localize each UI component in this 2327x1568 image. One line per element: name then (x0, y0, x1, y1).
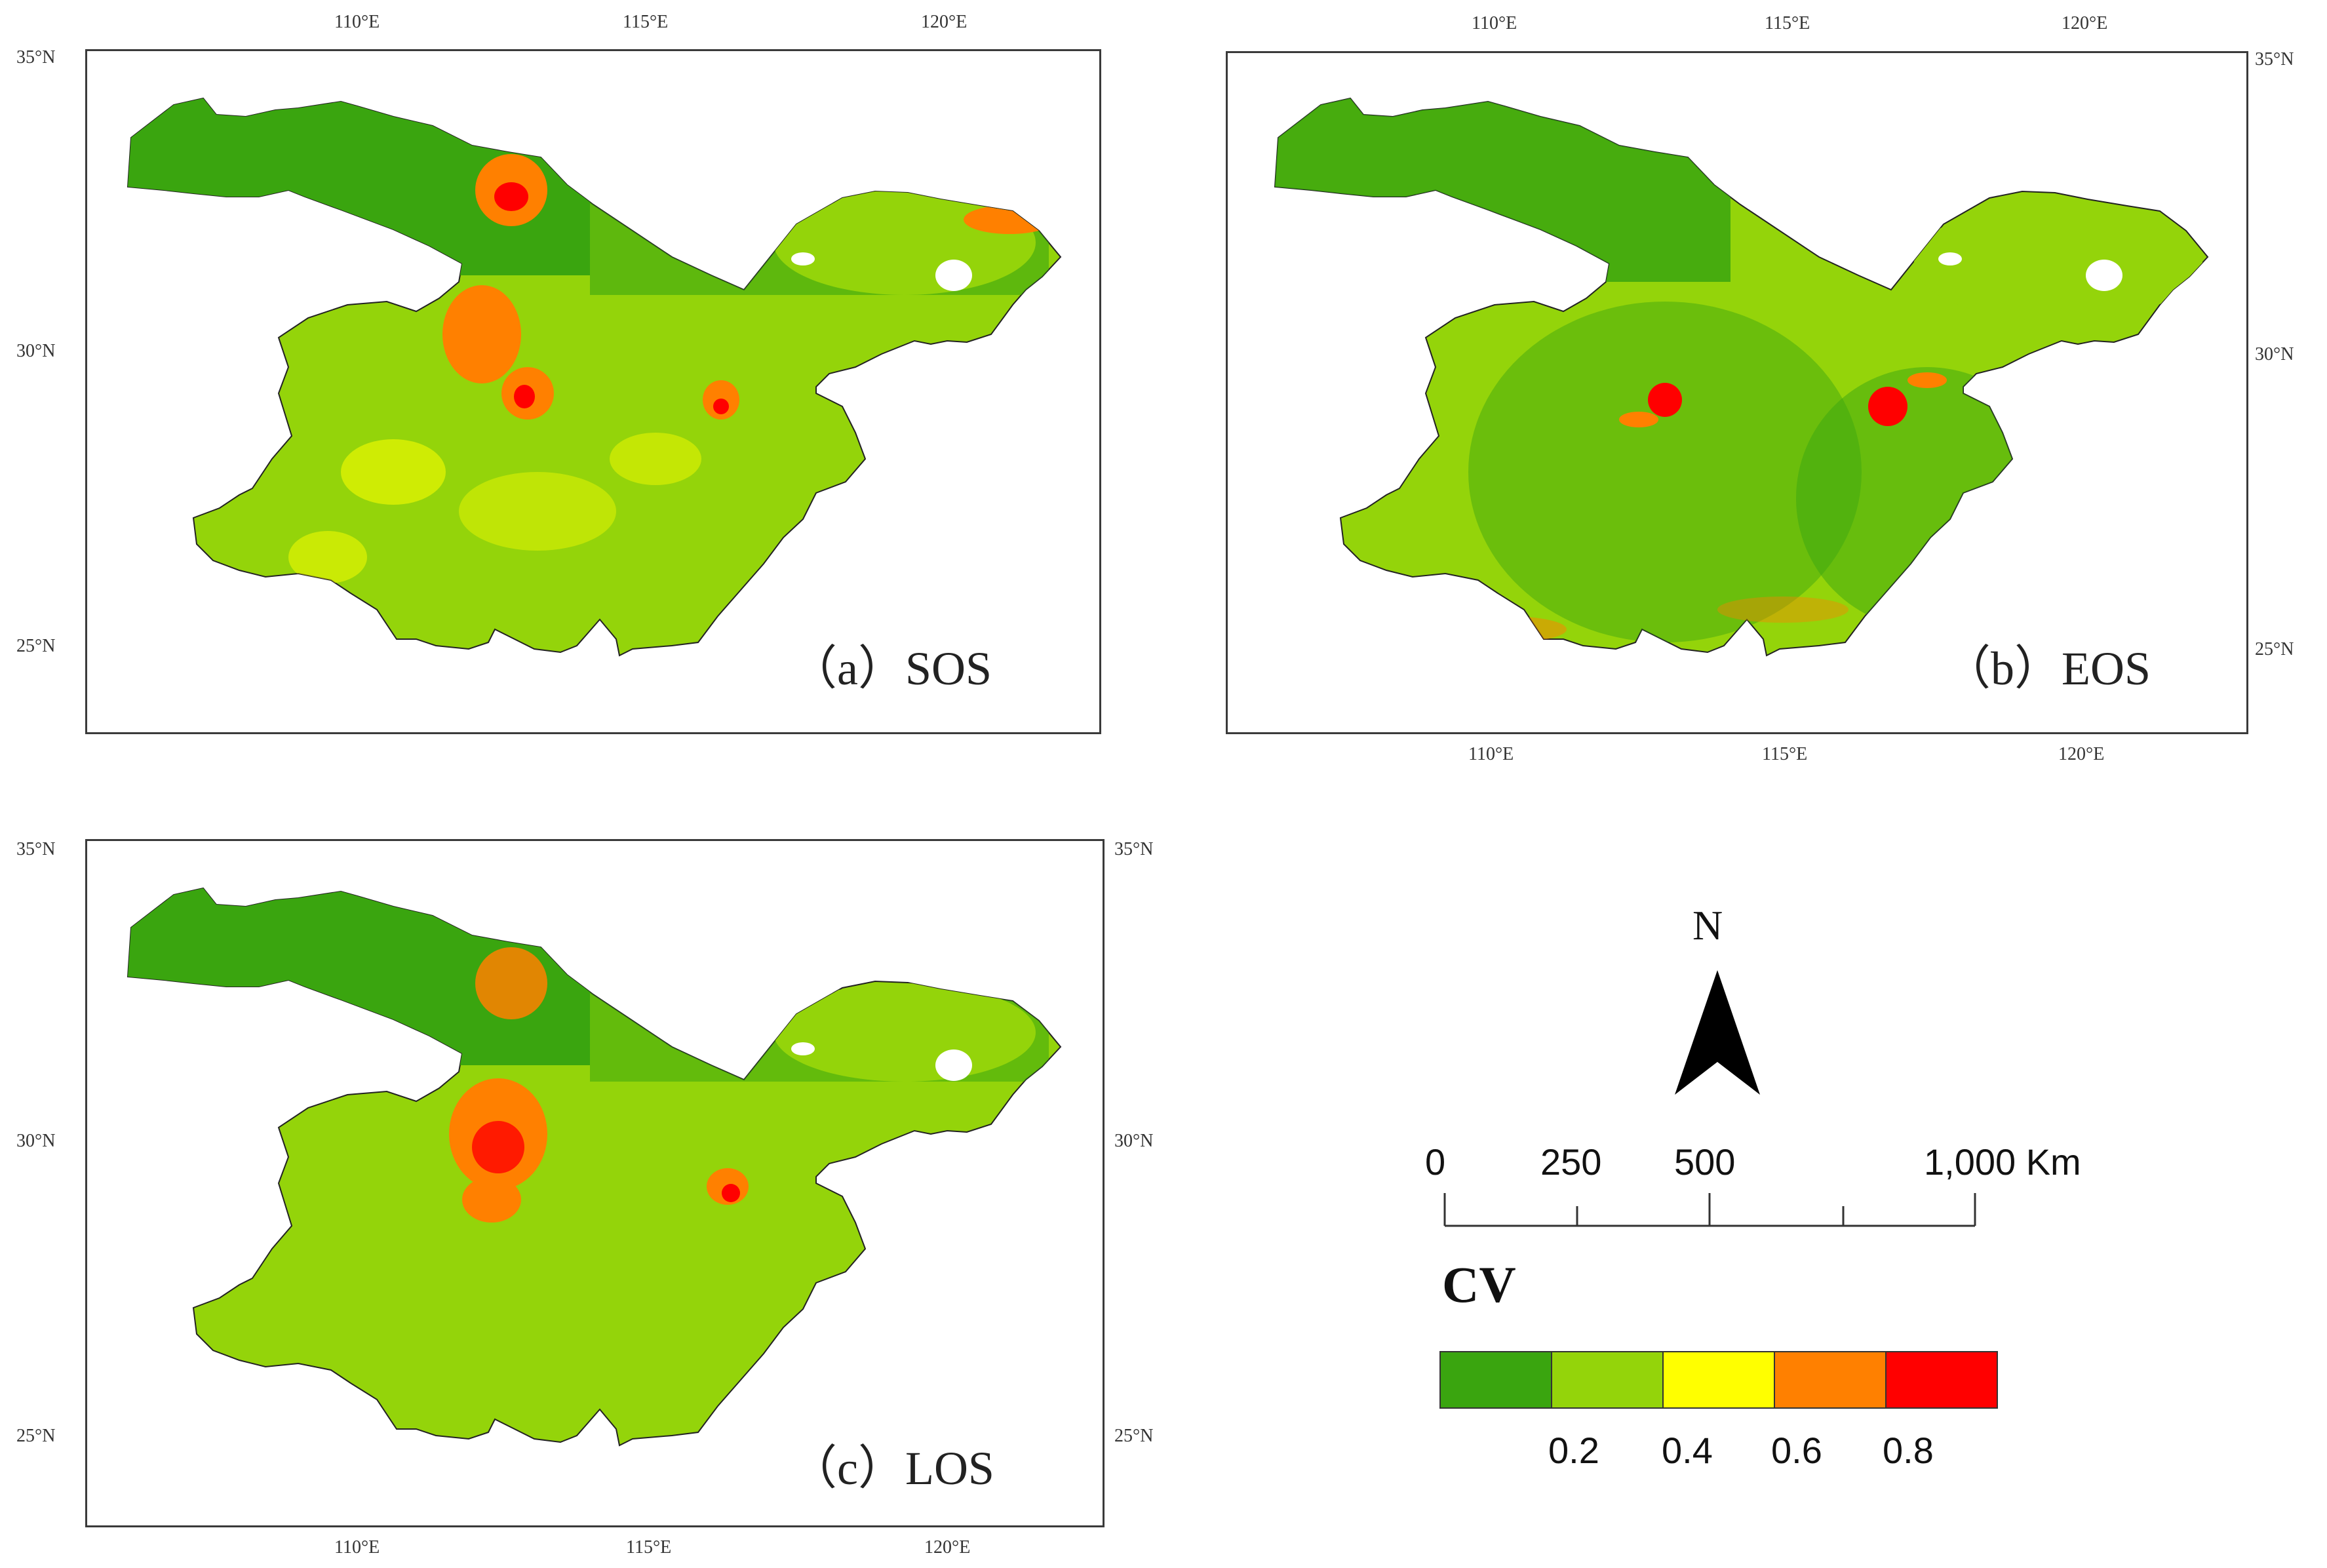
scale-label: 0 (1425, 1141, 1446, 1183)
legend-label: 0.6 (1771, 1430, 1822, 1471)
legend-swatch (1662, 1351, 1775, 1409)
region-map-eos (1274, 98, 2208, 656)
legend-swatch (1439, 1351, 1552, 1409)
scale-label: 250 (1540, 1141, 1602, 1183)
bottom-lon-tick: 120°E (2058, 744, 2105, 764)
right-lat-tick: 25°N (1114, 1426, 1154, 1446)
bottom-lon-tick: 120°E (924, 1537, 971, 1558)
scale-label: 500 (1674, 1141, 1736, 1183)
bottom-lon-tick: 110°E (1468, 744, 1514, 764)
top-lon-tick: 110°E (1472, 13, 1517, 33)
legend-swatch (1885, 1351, 1998, 1409)
scale-label: 1,000 Km (1924, 1141, 2081, 1183)
scale-bar (1443, 1193, 1976, 1227)
top-lon-tick: 120°E (921, 12, 968, 32)
left-lat-tick: 35°N (16, 47, 56, 68)
left-lat-tick: 25°N (16, 636, 56, 656)
top-lon-tick: 115°E (1765, 13, 1810, 33)
north-arrow-icon (1675, 970, 1760, 1095)
legend-label: 0.2 (1548, 1430, 1599, 1471)
panel-label: （c）LOS (790, 1442, 994, 1495)
right-lat-tick: 35°N (2255, 49, 2294, 69)
cv-color-ramp (1439, 1351, 1998, 1409)
top-lon-tick: 120°E (2062, 13, 2108, 33)
region-map-sos (127, 98, 1061, 656)
bottom-lon-tick: 115°E (1762, 744, 1808, 764)
region-map-los (127, 888, 1061, 1446)
panel-label: （b）EOS (1944, 642, 2151, 695)
legend-label: 0.8 (1883, 1430, 1934, 1471)
map-panel-sos: 110°E 115°E 120°E 35°N 30°N 25°N （a）SOS (0, 0, 1127, 747)
legend-swatch (1774, 1351, 1887, 1409)
bottom-lon-tick: 110°E (334, 1537, 380, 1558)
panel-label: （a）SOS (790, 642, 992, 695)
left-lat-tick: 30°N (16, 341, 56, 361)
north-arrow-label: N (1692, 902, 1723, 949)
right-lat-tick: 30°N (2255, 344, 2294, 364)
right-lat-tick: 30°N (1114, 1131, 1154, 1151)
top-lon-tick: 110°E (334, 12, 380, 32)
right-lat-tick: 25°N (2255, 639, 2294, 659)
left-lat-tick: 35°N (16, 839, 56, 859)
bottom-lon-tick: 115°E (626, 1537, 672, 1558)
map-legend-area: N 0 250 500 1,000 Km CV 0.2 0.4 0.6 0.8 (1409, 892, 2294, 1481)
left-lat-tick: 30°N (16, 1131, 56, 1151)
map-panel-los: 35°N 30°N 25°N 35°N 30°N 25°N 110°E 115°… (0, 806, 1186, 1568)
legend-label: 0.4 (1662, 1430, 1713, 1471)
left-lat-tick: 25°N (16, 1426, 56, 1446)
right-lat-tick: 35°N (1114, 839, 1154, 859)
legend-title: CV (1442, 1256, 1516, 1313)
legend-swatch (1551, 1351, 1664, 1409)
map-panel-eos: 110°E 115°E 120°E 110°E 115°E 120°E 35°N… (1141, 0, 2327, 787)
top-lon-tick: 115°E (623, 12, 669, 32)
